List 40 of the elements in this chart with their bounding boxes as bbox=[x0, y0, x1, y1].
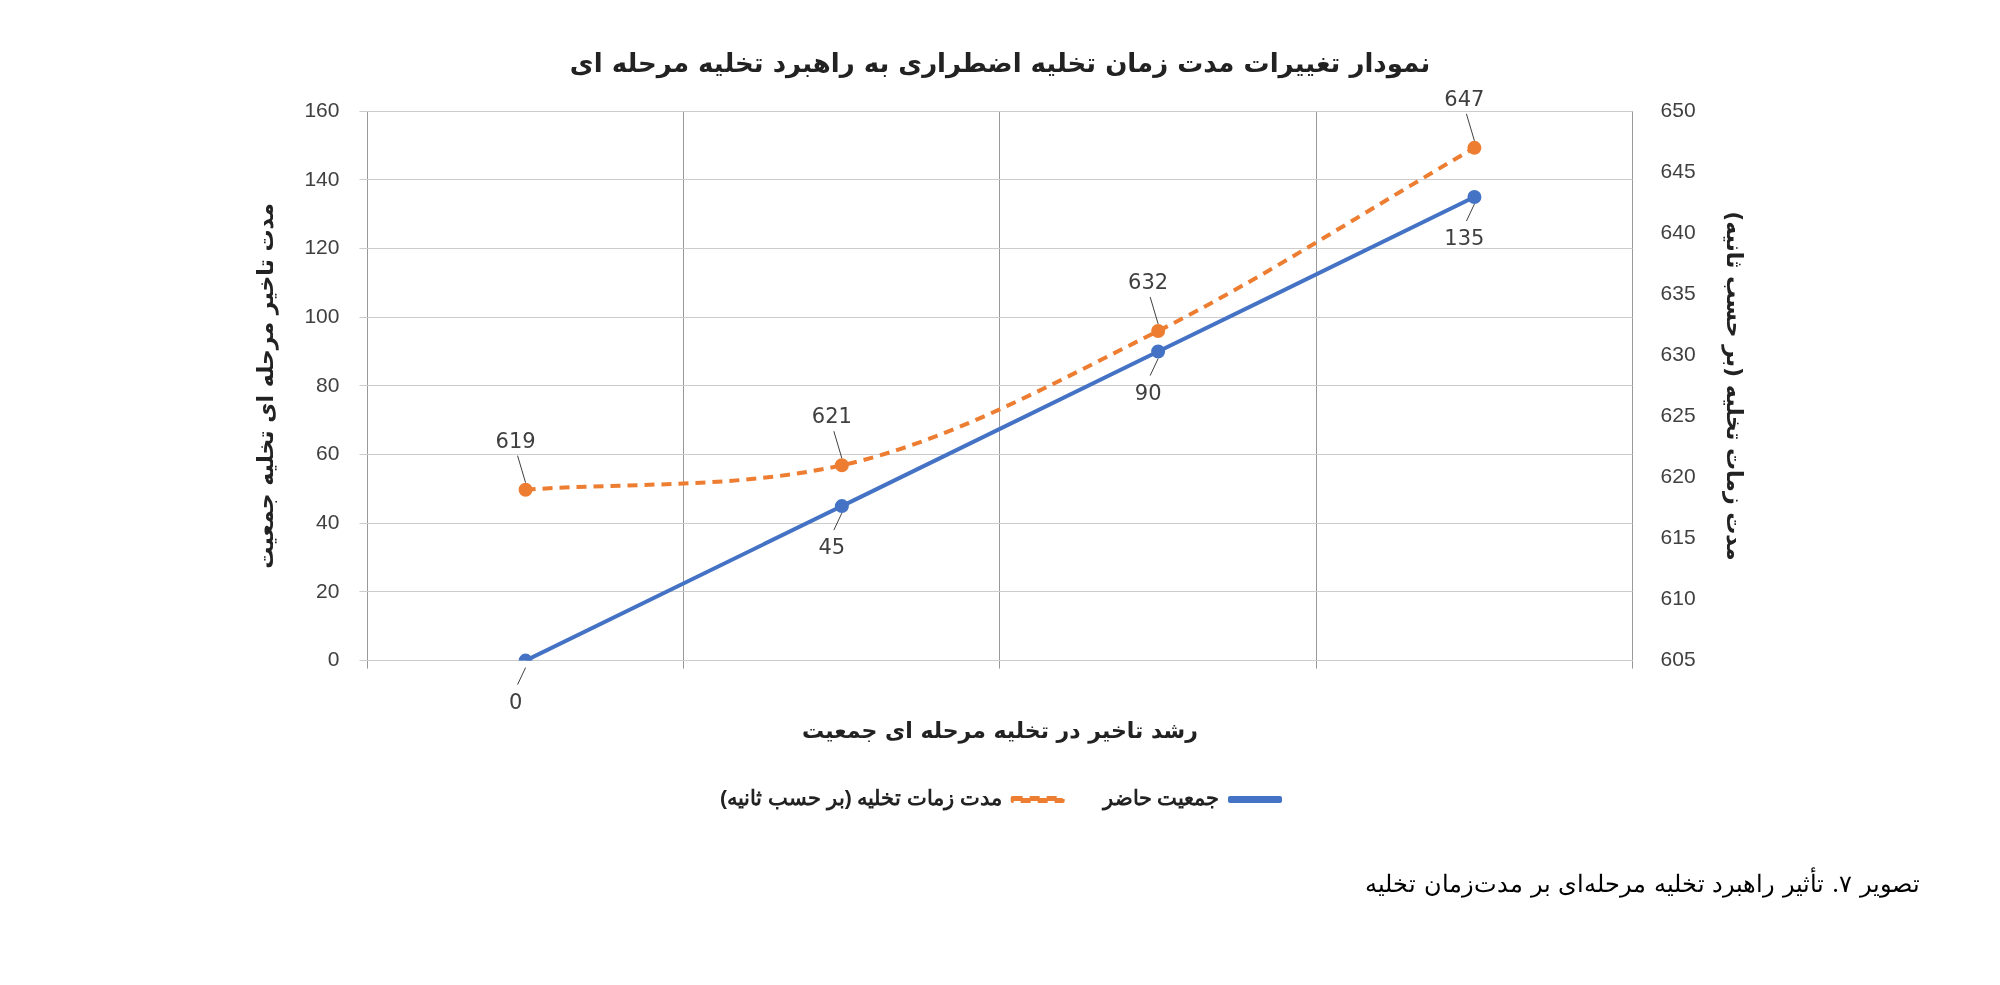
y2-tick-label: 645 bbox=[1660, 159, 1696, 183]
data-label: 621 bbox=[811, 404, 852, 429]
y2-tick-label: 650 bbox=[1660, 98, 1696, 121]
y2-tick-label: 610 bbox=[1660, 586, 1696, 610]
data-label: 0 bbox=[508, 689, 523, 714]
y2-tick-label: 605 bbox=[1660, 647, 1696, 671]
legend-label: جمعیت حاضر bbox=[1100, 786, 1220, 812]
x-axis-title: رشد تاخیر در تخلیه مرحله ای جمعیت bbox=[802, 717, 1198, 744]
data-label: 647 bbox=[1444, 86, 1485, 111]
y-tick-label: 100 bbox=[304, 304, 340, 328]
y-tick-label: 0 bbox=[327, 647, 340, 671]
y-tick-label: 20 bbox=[316, 578, 340, 602]
data-label: 135 bbox=[1444, 226, 1485, 251]
point bbox=[1151, 344, 1166, 359]
y-tick-label: 140 bbox=[304, 166, 340, 190]
data-label: 45 bbox=[818, 535, 846, 560]
data-label: 619 bbox=[495, 428, 536, 453]
y-tick-label: 120 bbox=[304, 235, 340, 259]
point bbox=[1467, 190, 1482, 205]
point bbox=[1467, 140, 1482, 155]
data-label: 632 bbox=[1128, 269, 1169, 294]
y2-tick-label: 620 bbox=[1660, 464, 1696, 488]
y2-tick-label: 635 bbox=[1660, 281, 1696, 305]
y-tick-label: 160 bbox=[304, 98, 340, 121]
y-tick-label: 40 bbox=[316, 510, 340, 534]
chart-title: نمودار تغییرات مدت زمان تخلیه اضطراری به راهبرد تخلیه مرحله ای bbox=[569, 48, 1431, 80]
y-tick-label: 80 bbox=[316, 372, 340, 396]
point bbox=[834, 458, 849, 473]
y2-tick-label: 640 bbox=[1660, 220, 1696, 244]
point bbox=[1151, 323, 1166, 338]
legend-label: مدت زمات تخلیه (بر حسب ثانیه) bbox=[719, 786, 1003, 812]
y2-axis-title: مدت زمات تخلیه (بر حسب ثانیه) bbox=[1721, 211, 1748, 561]
y2-tick-label: 625 bbox=[1660, 403, 1696, 427]
data-label: 90 bbox=[1134, 380, 1162, 405]
y-tick-label: 60 bbox=[316, 441, 340, 465]
y-axis-title: مدت تاخیر مرحله ای تخلیه جمعیت bbox=[252, 203, 279, 569]
point bbox=[518, 482, 533, 497]
y2-tick-label: 630 bbox=[1660, 342, 1696, 366]
y2-tick-label: 615 bbox=[1660, 525, 1696, 549]
point bbox=[834, 499, 849, 514]
